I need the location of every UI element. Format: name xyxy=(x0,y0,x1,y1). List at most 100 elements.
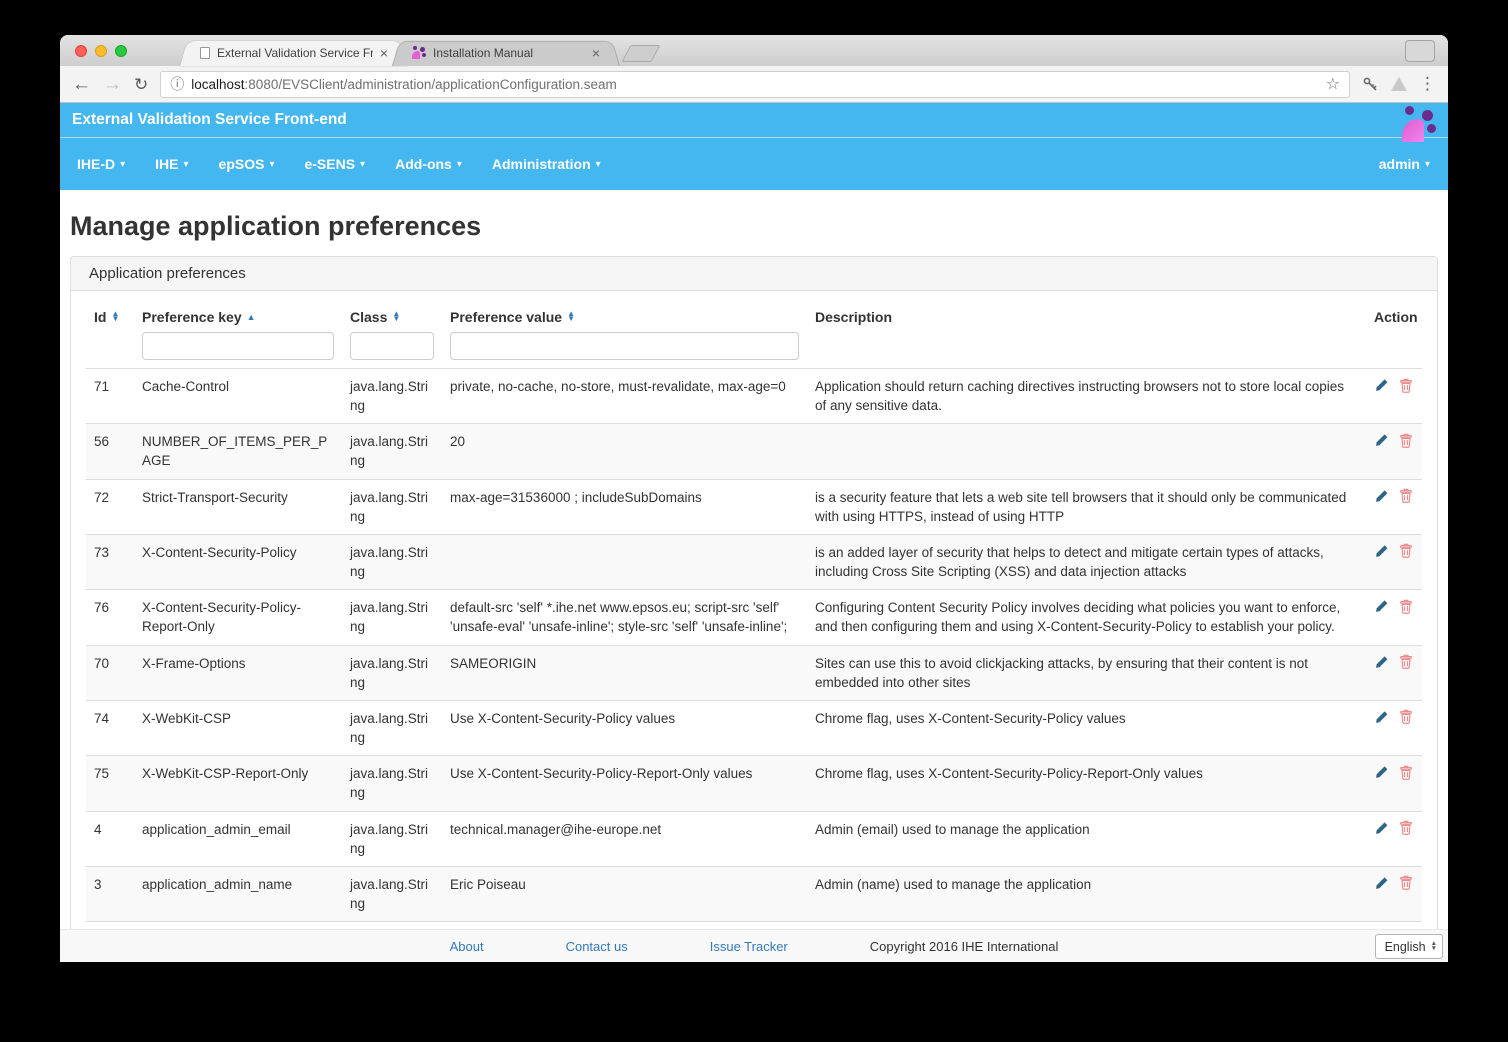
cell-class: java.lang.String xyxy=(342,478,442,535)
drive-extension-icon[interactable] xyxy=(1391,77,1407,91)
main-nav: IHE-D ▾ IHE ▾ epSOS ▾ e-SENS ▾ Add-ons ▾… xyxy=(60,137,1448,190)
filter-preference-key-input[interactable] xyxy=(142,332,334,360)
filter-class-input[interactable] xyxy=(350,332,434,360)
delete-icon[interactable] xyxy=(1399,709,1413,725)
cell-action xyxy=(1366,699,1422,756)
edit-icon[interactable] xyxy=(1374,764,1390,780)
cell-description: Chrome flag, uses X-Content-Security-Pol… xyxy=(807,699,1366,756)
table-row: 3 application_admin_name java.lang.Strin… xyxy=(86,865,1422,923)
delete-icon[interactable] xyxy=(1399,378,1413,393)
reload-icon[interactable]: ↻ xyxy=(134,74,149,94)
edit-icon[interactable] xyxy=(1374,432,1390,448)
filter-preference-value-input[interactable] xyxy=(450,332,799,360)
footer-link[interactable]: Contact us xyxy=(565,938,628,954)
nav-menu-item[interactable]: IHE-D ▾ xyxy=(62,138,140,190)
traffic-lights xyxy=(75,45,127,57)
edit-icon[interactable] xyxy=(1374,654,1390,670)
table-row: 74 X-WebKit-CSP java.lang.String Use X-C… xyxy=(86,699,1422,756)
cell-preference-value xyxy=(442,533,807,590)
tab-installation-manual[interactable]: Installation Manual × xyxy=(400,39,612,66)
cell-class: java.lang.String xyxy=(342,589,442,646)
panel-header: Application preferences xyxy=(71,257,1437,291)
close-tab-icon[interactable]: × xyxy=(379,44,388,61)
sort-icon[interactable]: ▲ ▼ xyxy=(392,309,401,323)
address-bar[interactable]: ⓘ localhost:8080/EVSClient/administratio… xyxy=(160,70,1350,98)
column-class: Class ▲ ▼ xyxy=(342,297,442,369)
document-icon xyxy=(200,46,210,59)
footer-link[interactable]: About xyxy=(449,938,484,954)
edit-icon[interactable] xyxy=(1374,488,1390,504)
close-window-button[interactable] xyxy=(75,45,87,57)
tab-title: External Validation Service Front-end xyxy=(217,45,373,60)
nav-menu-item[interactable]: Add-ons ▾ xyxy=(380,138,477,190)
forward-icon[interactable]: → xyxy=(103,73,122,95)
edit-icon[interactable] xyxy=(1374,875,1390,891)
main-content: Manage application preferences Applicati… xyxy=(60,190,1448,929)
edit-icon[interactable] xyxy=(1374,820,1390,836)
edit-icon[interactable] xyxy=(1374,543,1390,559)
cell-class: java.lang.String xyxy=(342,810,442,867)
sort-icon[interactable]: ▲ ▼ xyxy=(567,309,575,323)
cell-description: is a security feature that lets a web si… xyxy=(807,478,1366,535)
column-id: Id ▲ ▼ xyxy=(94,309,120,325)
user-menu[interactable]: admin ▾ xyxy=(1364,138,1446,190)
back-icon[interactable]: ← xyxy=(72,73,91,95)
site-footer: About Contact us Issue Tracker Copyright… xyxy=(60,929,1448,962)
tab-evs-client[interactable]: External Validation Service Front-end × xyxy=(188,39,400,66)
delete-icon[interactable] xyxy=(1399,543,1413,559)
cell-class: java.lang.String xyxy=(342,865,442,923)
cell-preference-key: NUMBER_OF_ITEMS_PER_PAGE xyxy=(134,423,342,480)
column-description: Description xyxy=(815,309,893,325)
cell-preference-key: Strict-Transport-Security xyxy=(134,478,342,535)
key-extension-icon[interactable] xyxy=(1362,76,1379,93)
delete-icon[interactable] xyxy=(1399,599,1413,614)
cell-action xyxy=(1366,644,1422,701)
table-row: 72 Strict-Transport-Security java.lang.S… xyxy=(86,478,1422,535)
cell-preference-key: application_admin_email xyxy=(134,810,342,867)
table-row: 76 X-Content-Security-Policy-Report-Only… xyxy=(86,589,1422,646)
delete-icon[interactable] xyxy=(1399,820,1413,835)
delete-icon[interactable] xyxy=(1399,765,1413,780)
cell-description xyxy=(807,423,1366,480)
delete-icon[interactable] xyxy=(1399,654,1413,669)
delete-icon[interactable] xyxy=(1399,488,1413,503)
maximize-window-button[interactable] xyxy=(115,45,127,57)
gazelle-logo-icon xyxy=(1400,106,1440,142)
cell-preference-value: max-age=31536000 ; includeSubDomains xyxy=(442,478,807,535)
copyright-text: Copyright 2016 IHE International xyxy=(869,938,1059,954)
sort-icon[interactable]: ▲ ▼ xyxy=(111,309,120,323)
nav-menu-item[interactable]: e-SENS ▾ xyxy=(289,138,380,190)
bookmark-star-icon[interactable]: ☆ xyxy=(1325,76,1340,93)
cell-class: java.lang.String xyxy=(342,644,442,701)
cell-action xyxy=(1366,423,1422,480)
delete-icon[interactable] xyxy=(1399,433,1413,448)
cell-description: Admin (email) used to manage the applica… xyxy=(807,810,1366,867)
cell-id: 73 xyxy=(86,533,134,590)
page-info-icon[interactable]: ⓘ xyxy=(170,76,185,92)
close-tab-icon[interactable]: × xyxy=(591,44,600,61)
footer-link[interactable]: Issue Tracker xyxy=(709,938,788,954)
nav-menu-label: IHE-D xyxy=(77,156,116,172)
sort-asc-icon[interactable]: ▲ xyxy=(246,312,256,322)
language-select[interactable]: English ▲ ▼ xyxy=(1374,934,1443,959)
edit-icon[interactable] xyxy=(1374,598,1390,614)
cell-id: 3 xyxy=(86,865,134,923)
cell-action xyxy=(1366,367,1422,424)
url-host: localhost xyxy=(191,76,245,92)
panel-body: Id ▲ ▼ Preference key ▲ xyxy=(71,291,1437,929)
edit-icon[interactable] xyxy=(1374,709,1390,725)
cell-action xyxy=(1366,755,1422,811)
browser-menu-icon[interactable]: ⋮ xyxy=(1419,74,1436,93)
url-path: :8080/EVSClient/administration/applicati… xyxy=(244,76,617,92)
cell-description: Chrome flag, uses X-Content-Security-Pol… xyxy=(807,755,1366,811)
nav-menu-item[interactable]: IHE ▾ xyxy=(140,138,203,190)
new-tab-button[interactable] xyxy=(621,45,661,62)
delete-icon[interactable] xyxy=(1399,875,1413,891)
nav-menu-item[interactable]: epSOS ▾ xyxy=(204,138,290,190)
edit-icon[interactable] xyxy=(1374,377,1390,393)
cell-preference-key: application_admin_name xyxy=(134,865,342,923)
profile-button[interactable] xyxy=(1405,40,1435,62)
minimize-window-button[interactable] xyxy=(95,45,107,57)
cell-id: 56 xyxy=(86,423,134,480)
nav-menu-item[interactable]: Administration ▾ xyxy=(477,138,616,190)
